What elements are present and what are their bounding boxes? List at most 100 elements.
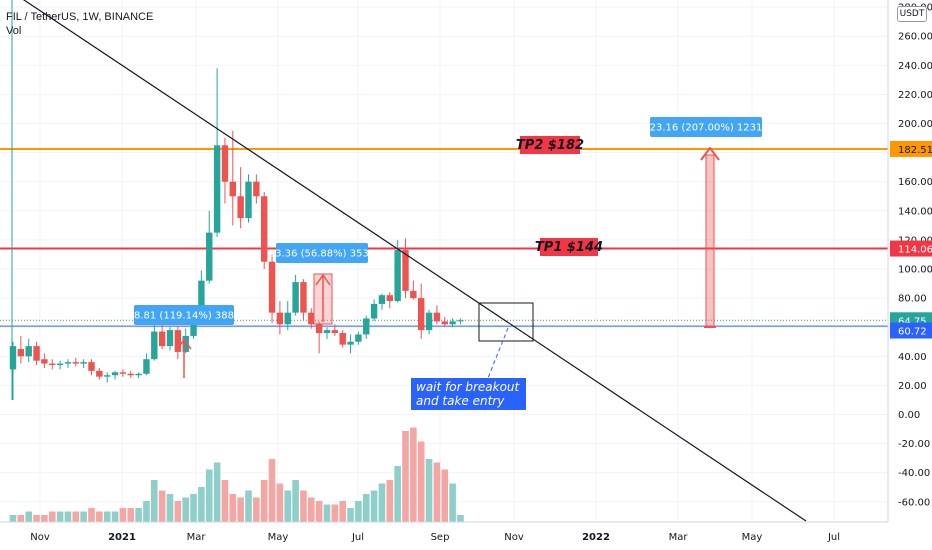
candle-body	[276, 312, 284, 325]
consolidation-box	[478, 302, 534, 342]
volume-bar	[410, 427, 417, 522]
x-tick-label: May	[742, 532, 763, 543]
candle-body	[88, 362, 95, 371]
tp2-price-tag-bg	[890, 140, 932, 157]
candle-body	[410, 290, 417, 299]
measure-label-b: 33.36 (56.88%) 3536	[269, 249, 375, 260]
measure-label-c: 123.16 (207.00%) 12316	[643, 123, 768, 134]
volume-bar	[300, 490, 307, 522]
volume-bar	[80, 511, 87, 522]
candle-body	[449, 321, 456, 325]
x-tick-label: 2022	[582, 532, 610, 543]
volume-bar	[441, 469, 449, 522]
volume-bar	[292, 480, 299, 522]
candle-body	[418, 298, 425, 331]
candle-body	[433, 312, 441, 322]
x-tick-label: Nov	[504, 532, 524, 543]
candle-body	[378, 295, 386, 304]
candle-body	[331, 330, 339, 334]
volume-bar	[245, 490, 252, 522]
tp1-price-tag-bg	[890, 240, 932, 257]
candle-body	[237, 196, 244, 219]
candle-body	[402, 250, 409, 291]
candle-body	[9, 346, 17, 370]
volume-bar	[362, 494, 370, 522]
candle-body	[253, 181, 260, 197]
measure-label-b-bg	[276, 243, 368, 263]
currency-selector[interactable]: USDT	[897, 6, 927, 22]
candle-body	[213, 145, 221, 233]
volume-bar	[425, 459, 433, 522]
volume-bar	[276, 483, 284, 522]
y-tick-label: 240.00	[898, 61, 932, 72]
volume-bar	[174, 501, 182, 522]
y-tick-label: 160.00	[898, 177, 932, 188]
y-tick-label: 260.00	[898, 32, 932, 43]
target-arrow-shaft	[705, 154, 715, 328]
volume-bar	[308, 497, 315, 522]
measure-label-c-bg	[650, 117, 762, 137]
wait-label-line: and take entry	[416, 394, 505, 408]
volume-bar	[135, 508, 142, 522]
x-tick-label: Nov	[30, 532, 50, 543]
tp2-label: TP2 $182	[516, 138, 584, 153]
volume-bar	[213, 462, 221, 522]
y-tick-label: 100.00	[898, 265, 932, 276]
candlesticks	[9, 68, 464, 400]
candle-body	[104, 375, 111, 377]
volume-bar	[260, 480, 268, 522]
y-tick-label: 200.00	[898, 119, 932, 130]
tp1-label-bg	[540, 238, 598, 256]
volume-bar	[9, 515, 17, 522]
volume-bar	[268, 459, 276, 522]
drawings	[22, 0, 807, 522]
candle-body	[17, 349, 25, 357]
tp1-label: TP1 $144	[535, 240, 603, 255]
candle-body	[370, 303, 378, 319]
volume-bar	[370, 490, 378, 522]
volume-bar	[17, 515, 25, 522]
candle-body	[394, 250, 401, 302]
volume-bar	[394, 466, 401, 522]
candle-body	[182, 335, 189, 352]
volume-bar	[449, 483, 456, 522]
y-tick-label: -40.00	[898, 468, 930, 479]
volume-bar	[386, 480, 394, 522]
x-tick-label: May	[268, 532, 289, 543]
price-axis-bg	[888, 0, 932, 550]
candle-body	[363, 318, 370, 335]
volume-bar	[33, 515, 40, 522]
volume-bar	[41, 515, 48, 522]
measure-label-a-bg	[134, 305, 234, 325]
candle-body	[151, 331, 158, 360]
candle-body	[245, 181, 252, 219]
candle-body	[143, 359, 150, 374]
volume-bar	[237, 497, 244, 522]
horizontal-levels	[0, 0, 888, 400]
x-tick-label: 2021	[108, 532, 136, 543]
candle-body	[221, 145, 229, 182]
volume-bar	[402, 431, 409, 522]
volume-bar	[96, 511, 103, 522]
candle-body	[166, 330, 174, 347]
volume-bar	[158, 490, 166, 522]
volume-bar	[433, 462, 441, 522]
candle-body	[49, 363, 56, 366]
volume-bar	[315, 501, 323, 522]
volume-bar	[229, 494, 237, 522]
volume-bar	[111, 511, 119, 522]
arrow-up-small	[176, 338, 192, 378]
downtrend-line	[22, 0, 807, 522]
y-tick-label: 140.00	[898, 206, 932, 217]
volume-bar	[143, 501, 150, 522]
candle-body	[56, 363, 64, 366]
candle-body	[190, 317, 197, 336]
volume-bar	[48, 511, 56, 522]
x-tick-label: Mar	[669, 532, 689, 543]
last-price-tag: 64.75	[898, 316, 927, 327]
volume-bar	[103, 511, 111, 522]
volume-indicator-label[interactable]: Vol	[6, 25, 22, 37]
candle-body	[229, 181, 236, 197]
